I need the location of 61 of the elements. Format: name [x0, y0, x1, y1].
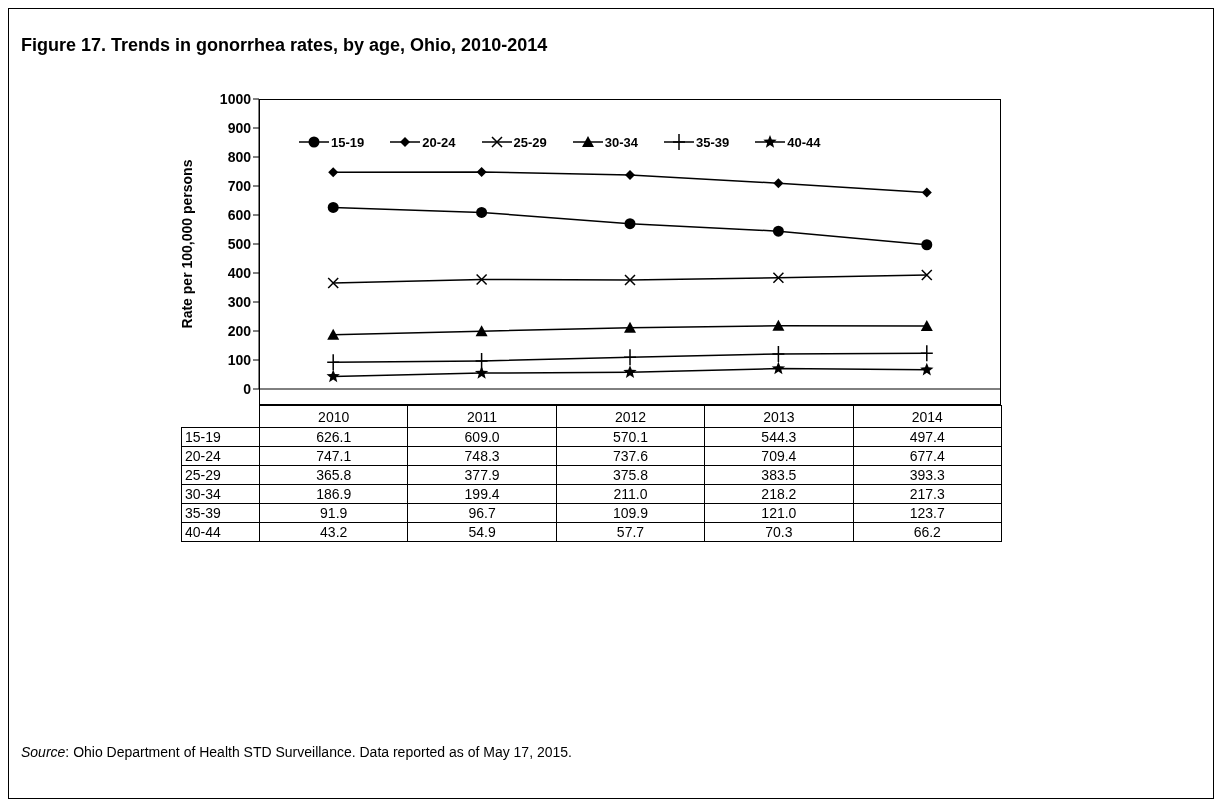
data-label: 211.0 [556, 484, 705, 504]
y-tick-label: 400 [227, 264, 252, 281]
y-tick-label: 600 [227, 206, 252, 223]
data-label: 121.0 [704, 503, 854, 523]
text: 15-19 [185, 429, 221, 445]
data-label: 96.7 [407, 503, 557, 523]
y-tick-label: 700 [227, 177, 252, 194]
y-tick-label: 0 [243, 380, 252, 397]
legend-label: 20-24 [422, 134, 456, 150]
y-tick-label: 900 [227, 119, 252, 136]
data-label: 217.3 [853, 484, 1002, 504]
data-label: 570.1 [556, 427, 705, 447]
data-label: 393.3 [853, 465, 1002, 485]
x-tick-label: 2013 [704, 405, 854, 428]
legend-label: 25-29 [513, 134, 547, 150]
data-label: 186.9 [259, 484, 408, 504]
data-label: 365.8 [259, 465, 408, 485]
data-label: 43.2 [259, 522, 408, 542]
legend-label: 35-39 [696, 134, 730, 150]
x-tick-label: 2010 [259, 405, 408, 428]
data-label: 497.4 [853, 427, 1002, 447]
text: 30-34 [185, 486, 221, 502]
data-label: 66.2 [853, 522, 1002, 542]
data-label: 609.0 [407, 427, 557, 447]
data-label: 748.3 [407, 446, 557, 466]
data-label: 747.1 [259, 446, 408, 466]
data-label: 375.8 [556, 465, 705, 485]
data-label: 123.7 [853, 503, 1002, 523]
data-label: 109.9 [556, 503, 705, 523]
data-label: 626.1 [259, 427, 408, 447]
data-label: 57.7 [556, 522, 705, 542]
data-label: 54.9 [407, 522, 557, 542]
data-label: 737.6 [556, 446, 705, 466]
source-note: Source: Ohio Department of Health STD Surveillance. Data reported as of May 17, 2015. [21, 744, 572, 760]
text: 25-29 [185, 467, 221, 483]
y-tick-label: 100 [227, 351, 252, 368]
x-tick-label: 2012 [556, 405, 705, 428]
chart-title: Figure 17. Trends in gonorrhea rates, by age, Ohio, 2010-2014 [21, 35, 548, 56]
data-label: 70.3 [704, 522, 854, 542]
data-label: 91.9 [259, 503, 408, 523]
legend-label: 40-44 [787, 134, 821, 150]
text: 20-24 [185, 448, 221, 464]
legend-label: 30-34 [604, 134, 638, 150]
y-tick-label: 1000 [219, 90, 252, 107]
y-axis-title: Rate per 100,000 persons [178, 159, 195, 329]
data-label: 383.5 [704, 465, 854, 485]
y-tick-label: 300 [227, 293, 252, 310]
data-label: 677.4 [853, 446, 1002, 466]
text: 35-39 [185, 505, 221, 521]
data-label: 218.2 [704, 484, 854, 504]
y-tick-label: 500 [227, 235, 252, 252]
y-tick-label: 800 [227, 148, 252, 165]
data-label: 544.3 [704, 427, 854, 447]
data-label: 377.9 [407, 465, 557, 485]
data-label: 709.4 [704, 446, 854, 466]
text: 40-44 [185, 524, 221, 540]
data-label: 199.4 [407, 484, 557, 504]
x-tick-label: 2014 [853, 405, 1002, 428]
y-tick-label: 200 [227, 322, 252, 339]
x-tick-label: 2011 [407, 405, 557, 428]
legend-label: 15-19 [331, 134, 365, 150]
